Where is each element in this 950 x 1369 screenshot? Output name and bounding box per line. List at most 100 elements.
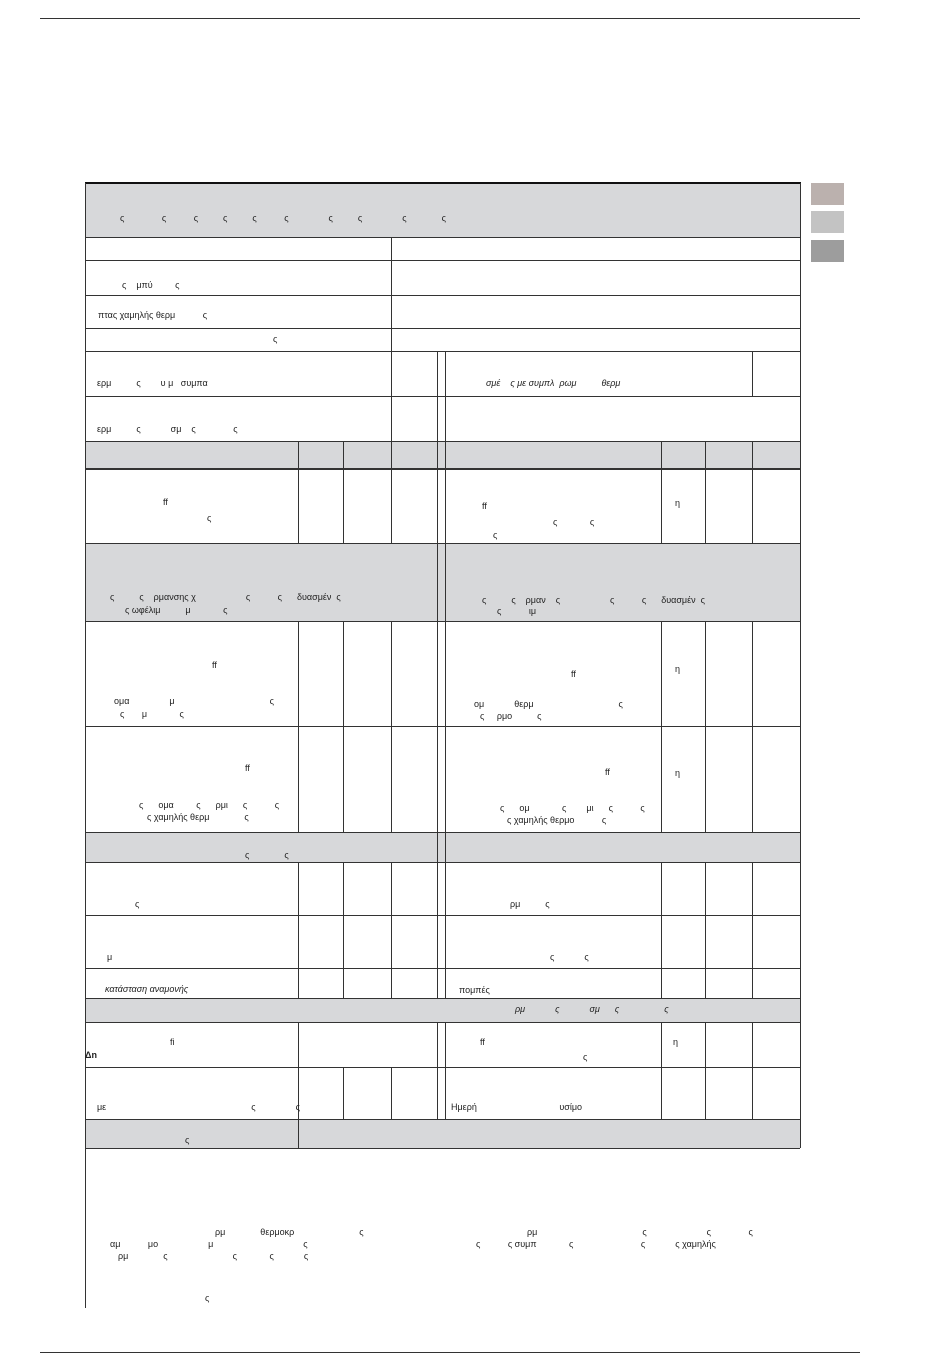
cell-text: ρμ θερμοκρ ς (215, 1227, 364, 1237)
column-divider (391, 237, 392, 441)
cell-text: ομ θερμ ς (474, 699, 623, 709)
column-divider (437, 351, 438, 441)
row-divider (85, 1119, 800, 1120)
cell-text: με ς ς (97, 1102, 300, 1112)
column-divider (445, 1022, 446, 1067)
color-swatch (811, 183, 844, 205)
section-header-fill (85, 543, 800, 621)
column-divider (752, 1067, 753, 1119)
cell-text: ff (163, 497, 168, 507)
cell-text: ς ς ρμαν ς ς ς δυασμέν ς (482, 595, 705, 605)
cell-text: ff (212, 660, 217, 670)
row-divider (85, 1148, 800, 1149)
column-divider (298, 1067, 299, 1119)
row-divider (85, 1022, 800, 1023)
cell-text: ς ς συμπ ς ς ς χαμηλής (476, 1239, 716, 1249)
row-divider-thick (85, 468, 801, 470)
row-divider (85, 621, 800, 622)
row-divider (85, 328, 800, 329)
cell-text: ς ς ς ς ς ς ς ς ς ς (120, 213, 446, 223)
cell-text: ff (605, 767, 610, 777)
column-divider (800, 183, 801, 1148)
column-divider (437, 543, 438, 621)
row-divider (85, 862, 800, 863)
column-divider (445, 862, 446, 998)
column-divider (752, 1022, 753, 1067)
column-divider (752, 441, 753, 543)
table-top-border (85, 182, 801, 184)
cell-text: ς ς (550, 952, 589, 962)
column-divider (752, 862, 753, 998)
column-divider (445, 1067, 446, 1119)
color-swatch (811, 240, 844, 262)
column-divider (445, 441, 446, 543)
row-divider (85, 832, 800, 833)
column-divider (752, 621, 753, 832)
page-rule-bottom (40, 1352, 860, 1353)
column-divider (298, 862, 299, 998)
cell-text: ς ς (245, 850, 289, 860)
cell-text: ς ς (553, 517, 595, 527)
cell-text: κατάσταση αναμονής (105, 984, 189, 994)
column-divider (445, 832, 446, 862)
row-divider (85, 351, 800, 352)
column-divider (705, 862, 706, 998)
column-divider (445, 543, 446, 621)
column-divider (705, 621, 706, 832)
cell-text: ς μ ς (120, 709, 184, 719)
cell-text: ς ομ ς μι ς ς (500, 803, 645, 813)
column-divider (391, 1067, 392, 1119)
page-rule-top (40, 18, 860, 19)
cell-text: ς (205, 1293, 210, 1303)
column-divider (437, 621, 438, 832)
section-header-fill (85, 183, 800, 237)
cell-text: πτας χαμηλής θερμ ς (98, 310, 208, 320)
row-divider (85, 915, 800, 916)
column-divider (343, 1067, 344, 1119)
cell-text: ερμ ς υ μ συμπα (97, 378, 208, 388)
cell-text: ρμ ς ς ς ς (118, 1251, 309, 1261)
cell-text: σμέ ς με συμπλ ρωμ θερμ (486, 378, 621, 388)
row-divider (85, 968, 800, 969)
cell-text: ρμ ς σμ ς ς (515, 1004, 669, 1014)
cell-text: αμ μο μ ς (110, 1239, 308, 1249)
cell-text: ς ς ρμανσης χ ς ς δυασμέν ς (110, 592, 341, 602)
column-divider (298, 621, 299, 832)
color-swatch (811, 211, 844, 233)
column-divider (343, 862, 344, 998)
column-divider (298, 1022, 299, 1067)
cell-text: η (675, 664, 681, 674)
cell-text: η (675, 768, 681, 778)
cell-text: ff (571, 669, 576, 679)
row-divider (85, 396, 800, 397)
cell-text: ς μπύ ς (122, 280, 180, 290)
column-divider (437, 832, 438, 862)
column-divider (752, 351, 753, 396)
column-divider (298, 441, 299, 543)
cell-text: πομπές (459, 985, 490, 995)
column-divider (437, 1022, 438, 1067)
row-divider (85, 543, 800, 544)
cell-text: ς ωφέλιμ μ ς (125, 605, 228, 615)
row-divider (85, 260, 800, 261)
column-divider (437, 862, 438, 998)
cell-text: fi (170, 1037, 175, 1047)
cell-text: η (673, 1037, 679, 1047)
column-divider (298, 1119, 299, 1148)
cell-text: ς (207, 513, 212, 523)
cell-text: ερμ ς σμ ς ς (97, 424, 238, 434)
section-header-fill (85, 832, 800, 862)
column-divider (705, 1067, 706, 1119)
cell-text: ρμ ς (510, 899, 550, 909)
column-divider (705, 1022, 706, 1067)
column-divider (661, 1022, 662, 1067)
cell-text: ς χαμηλής θερμο ς (507, 815, 607, 825)
column-divider (661, 621, 662, 832)
row-divider (85, 1067, 800, 1068)
column-divider (343, 621, 344, 832)
cell-text: Δn (85, 1050, 97, 1060)
column-divider (85, 183, 86, 1308)
cell-text: Ημερή υσίμο (451, 1102, 583, 1112)
cell-text: ff (245, 763, 250, 773)
